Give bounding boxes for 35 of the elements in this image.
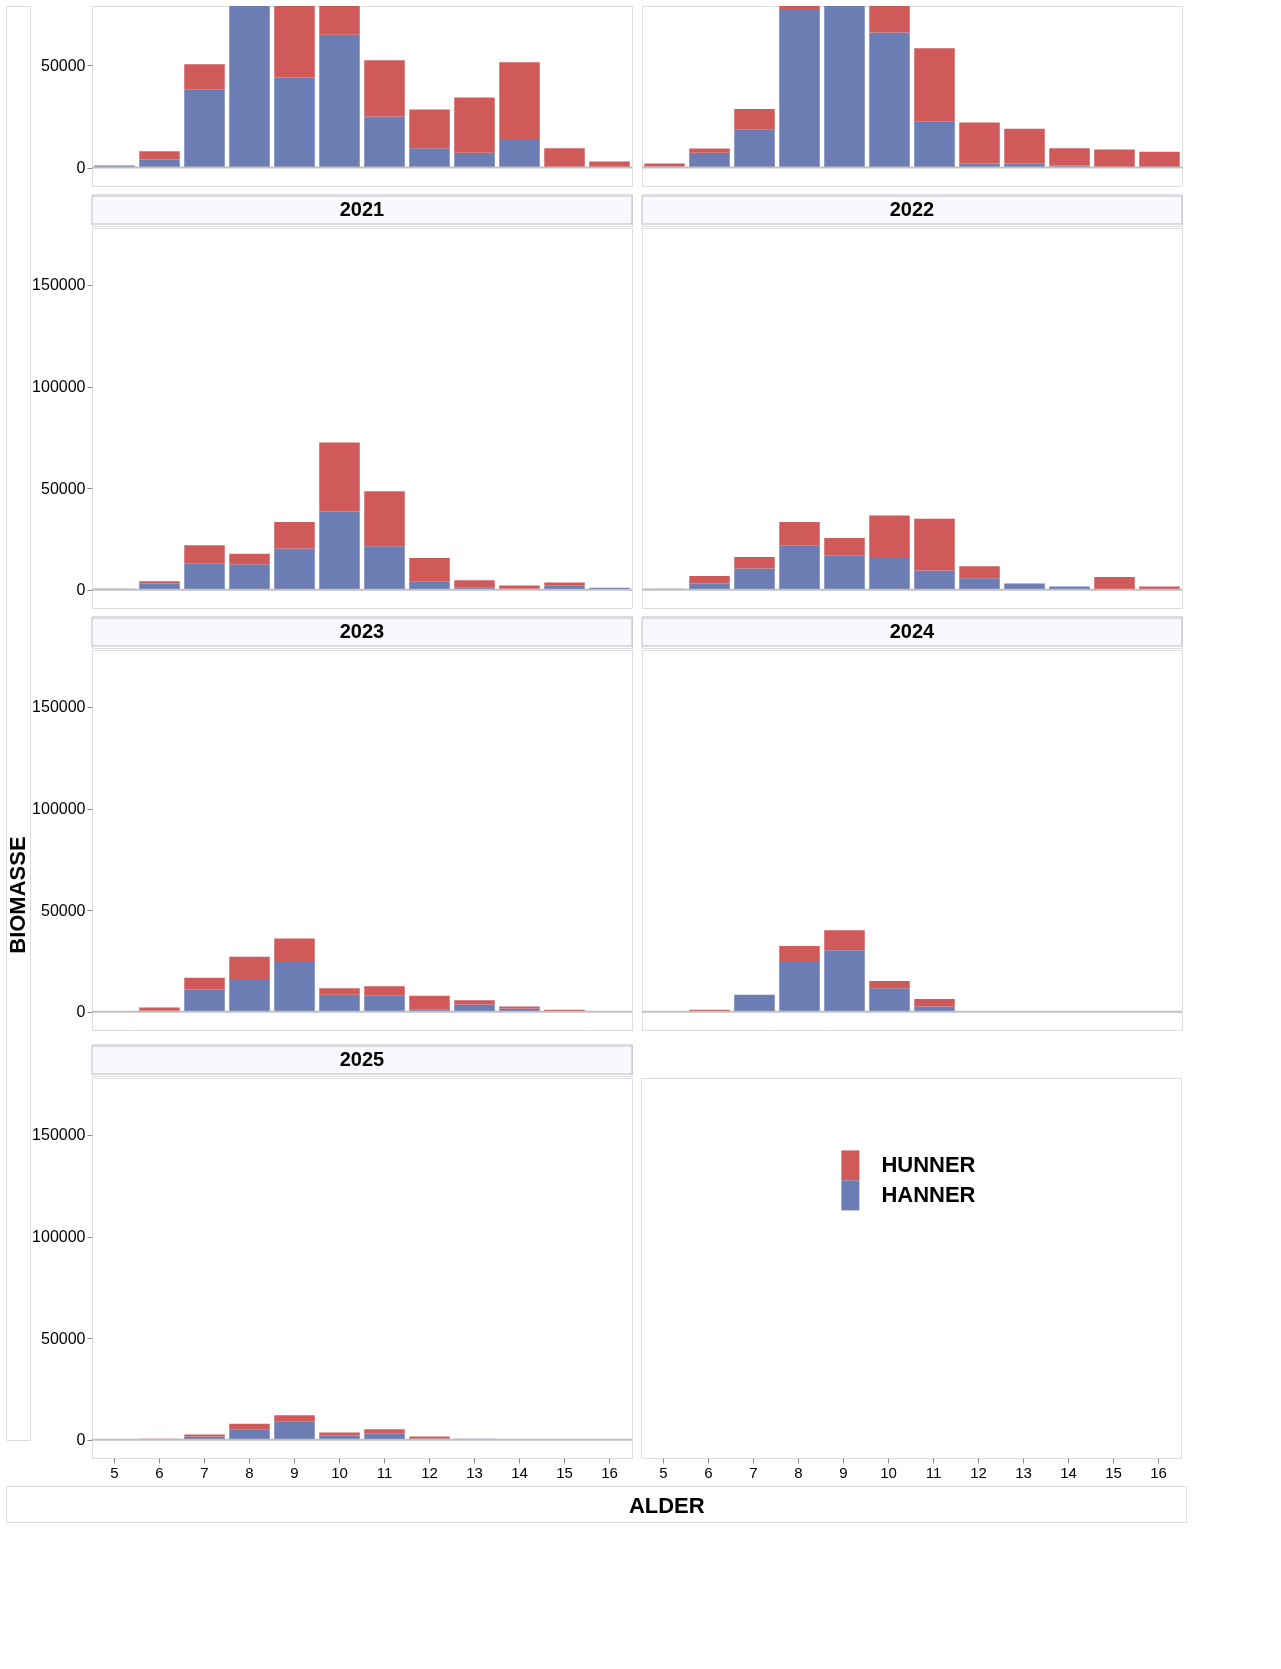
y-tick-label: 50000: [41, 1329, 86, 1347]
y-tick-label: 150000: [32, 698, 86, 716]
x-tick-label: 5: [110, 1463, 119, 1481]
x-tick-label: 13: [466, 1463, 483, 1481]
y-axis-title: BIOMASSE: [5, 836, 30, 954]
y-tick-label: 150000: [32, 276, 86, 294]
y-tick-label: 50000: [41, 56, 86, 74]
y-tick-label: 150000: [32, 1126, 86, 1144]
legend-label: HANNER: [881, 1182, 976, 1208]
x-axis-title: ALDER: [628, 1493, 705, 1518]
y-tick-label: 0: [76, 1431, 86, 1449]
x-tick-label: 16: [601, 1463, 618, 1481]
chart-title: 2022: [889, 198, 935, 220]
x-tick-label: 6: [155, 1463, 164, 1481]
x-tick-label: 7: [200, 1463, 209, 1481]
x-tick-label: 8: [245, 1463, 254, 1481]
x-tick-label: 9: [290, 1463, 299, 1481]
y-tick-label: 50000: [41, 479, 86, 497]
x-tick-label: 14: [511, 1463, 528, 1481]
chart-title: 2021: [339, 198, 385, 220]
y-tick-label: 100000: [32, 800, 86, 817]
x-tick-label: 11: [376, 1463, 393, 1481]
x-tick-label: 12: [421, 1463, 438, 1481]
x-tick-label: 10: [331, 1463, 348, 1481]
x-tick-label: 15: [556, 1463, 573, 1481]
y-tick-label: 0: [76, 581, 86, 599]
y-tick-label: 0: [76, 159, 86, 177]
y-tick-label: 0: [76, 1003, 86, 1021]
chart-title: 2024: [889, 620, 936, 642]
y-tick-label: 100000: [32, 378, 86, 395]
chart-title: 2023: [339, 620, 385, 642]
chart-title: 2025: [339, 1048, 385, 1070]
y-tick-label: 50000: [41, 901, 86, 919]
legend-label: HUNNER: [881, 1152, 976, 1178]
y-tick-label: 100000: [32, 1228, 86, 1245]
